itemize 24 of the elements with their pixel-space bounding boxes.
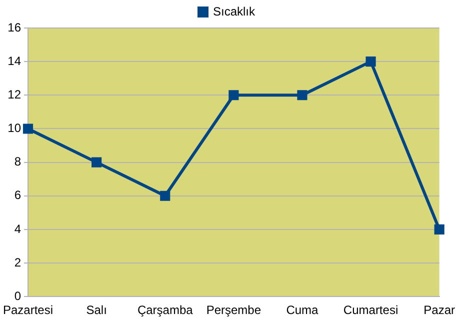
- x-tick-label: Cuma: [286, 303, 319, 318]
- x-tick-label: Çarşamba: [137, 303, 194, 318]
- x-tick-label: Pazar: [424, 303, 456, 318]
- y-tick-label: 2: [14, 255, 22, 270]
- x-tick-label: Cumartesi: [343, 303, 398, 318]
- y-tick-label: 10: [8, 121, 22, 136]
- y-tick-label: 12: [8, 87, 22, 102]
- point: [366, 56, 376, 67]
- point: [434, 224, 444, 234]
- y-tick-label: 8: [14, 154, 22, 169]
- x-tick-label: Perşembe: [206, 303, 262, 318]
- y-tick-label: 6: [14, 188, 22, 202]
- point: [22, 124, 34, 134]
- x-tick-label: Salı: [86, 303, 107, 318]
- point: [160, 190, 170, 201]
- y-tick-label: 16: [8, 20, 22, 34]
- legend-label: Sıcaklık: [212, 4, 256, 18]
- y-tick-label: 4: [14, 222, 22, 236]
- y-tick-label: 14: [8, 54, 22, 68]
- point: [297, 90, 308, 100]
- x-tick-label: Pazartesi: [2, 303, 54, 318]
- y-tick-label: 0: [14, 288, 22, 303]
- point: [92, 157, 102, 168]
- point: [228, 90, 239, 100]
